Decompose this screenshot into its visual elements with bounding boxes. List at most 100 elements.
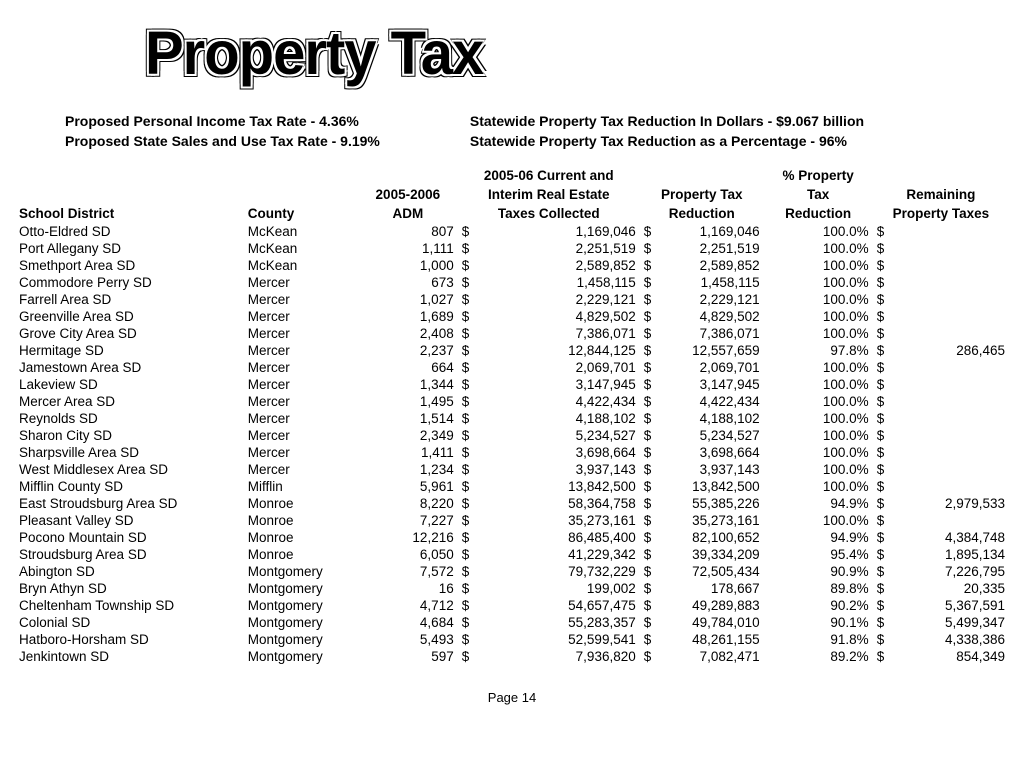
cell-remaining <box>893 257 1009 274</box>
cell-dollar: $ <box>873 427 893 444</box>
subhead-right-1: Statewide Property Tax Reduction In Doll… <box>470 112 864 132</box>
cell-county: Mercer <box>244 342 358 359</box>
cell-dollar: $ <box>458 325 478 342</box>
cell-remaining: 5,367,591 <box>893 597 1009 614</box>
cell-reduction: 4,829,502 <box>660 308 764 325</box>
cell-adm: 4,684 <box>358 614 458 631</box>
th-pct-1: % Property <box>764 166 873 185</box>
subhead: Proposed Personal Income Tax Rate - 4.36… <box>65 112 1009 151</box>
cell-dollar: $ <box>640 563 660 580</box>
cell-collected: 3,698,664 <box>478 444 640 461</box>
cell-collected: 54,657,475 <box>478 597 640 614</box>
cell-collected: 3,147,945 <box>478 376 640 393</box>
cell-pct: 94.9% <box>764 529 873 546</box>
cell-pct: 100.0% <box>764 410 873 427</box>
cell-county: Mifflin <box>244 478 358 495</box>
cell-dollar: $ <box>458 427 478 444</box>
cell-collected: 2,589,852 <box>478 257 640 274</box>
cell-dollar: $ <box>458 342 478 359</box>
cell-dollar: $ <box>458 580 478 597</box>
cell-county: McKean <box>244 223 358 240</box>
cell-reduction: 39,334,209 <box>660 546 764 563</box>
cell-dollar: $ <box>458 648 478 665</box>
cell-remaining <box>893 223 1009 240</box>
cell-district: Reynolds SD <box>15 410 244 427</box>
cell-county: Mercer <box>244 274 358 291</box>
cell-collected: 199,002 <box>478 580 640 597</box>
cell-district: East Stroudsburg Area SD <box>15 495 244 512</box>
cell-dollar: $ <box>873 529 893 546</box>
cell-adm: 664 <box>358 359 458 376</box>
cell-adm: 2,408 <box>358 325 458 342</box>
cell-dollar: $ <box>640 274 660 291</box>
cell-reduction: 7,082,471 <box>660 648 764 665</box>
cell-collected: 7,936,820 <box>478 648 640 665</box>
cell-reduction: 13,842,500 <box>660 478 764 495</box>
cell-remaining <box>893 478 1009 495</box>
cell-pct: 100.0% <box>764 274 873 291</box>
table-row: Grove City Area SDMercer2,408$7,386,071$… <box>15 325 1009 342</box>
cell-reduction: 5,234,527 <box>660 427 764 444</box>
cell-collected: 35,273,161 <box>478 512 640 529</box>
cell-remaining <box>893 410 1009 427</box>
cell-dollar: $ <box>873 274 893 291</box>
cell-reduction: 3,147,945 <box>660 376 764 393</box>
cell-dollar: $ <box>640 614 660 631</box>
cell-dollar: $ <box>640 529 660 546</box>
cell-dollar: $ <box>458 546 478 563</box>
th-pct-2: Tax <box>764 185 873 204</box>
cell-remaining <box>893 308 1009 325</box>
subhead-right-2: Statewide Property Tax Reduction as a Pe… <box>470 132 864 152</box>
cell-dollar: $ <box>458 376 478 393</box>
cell-adm: 12,216 <box>358 529 458 546</box>
cell-collected: 86,485,400 <box>478 529 640 546</box>
cell-dollar: $ <box>873 410 893 427</box>
cell-county: Monroe <box>244 529 358 546</box>
cell-reduction: 55,385,226 <box>660 495 764 512</box>
cell-district: Pleasant Valley SD <box>15 512 244 529</box>
table-row: Greenville Area SDMercer1,689$4,829,502$… <box>15 308 1009 325</box>
cell-collected: 13,842,500 <box>478 478 640 495</box>
th-red-2: Reduction <box>640 204 764 223</box>
cell-dollar: $ <box>640 257 660 274</box>
cell-pct: 100.0% <box>764 444 873 461</box>
cell-county: Montgomery <box>244 648 358 665</box>
cell-dollar: $ <box>873 478 893 495</box>
cell-adm: 7,572 <box>358 563 458 580</box>
cell-dollar: $ <box>458 223 478 240</box>
cell-remaining <box>893 291 1009 308</box>
cell-remaining <box>893 444 1009 461</box>
cell-collected: 5,234,527 <box>478 427 640 444</box>
cell-reduction: 49,289,883 <box>660 597 764 614</box>
cell-collected: 41,229,342 <box>478 546 640 563</box>
cell-collected: 3,937,143 <box>478 461 640 478</box>
cell-dollar: $ <box>458 257 478 274</box>
table-row: Reynolds SDMercer1,514$4,188,102$4,188,1… <box>15 410 1009 427</box>
cell-collected: 2,229,121 <box>478 291 640 308</box>
cell-district: Mifflin County SD <box>15 478 244 495</box>
cell-pct: 100.0% <box>764 359 873 376</box>
cell-district: Otto-Eldred SD <box>15 223 244 240</box>
cell-reduction: 72,505,434 <box>660 563 764 580</box>
cell-dollar: $ <box>640 410 660 427</box>
table-row: Sharon City SDMercer2,349$5,234,527$5,23… <box>15 427 1009 444</box>
th-county: County <box>244 166 358 223</box>
cell-dollar: $ <box>640 342 660 359</box>
cell-reduction: 4,188,102 <box>660 410 764 427</box>
table-row: Bryn Athyn SDMontgomery16$199,002$178,66… <box>15 580 1009 597</box>
cell-pct: 100.0% <box>764 512 873 529</box>
cell-collected: 52,599,541 <box>478 631 640 648</box>
cell-adm: 1,411 <box>358 444 458 461</box>
cell-adm: 8,220 <box>358 495 458 512</box>
cell-remaining: 7,226,795 <box>893 563 1009 580</box>
cell-collected: 1,169,046 <box>478 223 640 240</box>
cell-remaining <box>893 274 1009 291</box>
cell-dollar: $ <box>873 393 893 410</box>
th-collected-1: 2005-06 Current and <box>458 166 640 185</box>
cell-pct: 95.4% <box>764 546 873 563</box>
cell-pct: 100.0% <box>764 461 873 478</box>
cell-adm: 1,027 <box>358 291 458 308</box>
cell-dollar: $ <box>640 376 660 393</box>
cell-district: Jenkintown SD <box>15 648 244 665</box>
table-row: Pleasant Valley SDMonroe7,227$35,273,161… <box>15 512 1009 529</box>
